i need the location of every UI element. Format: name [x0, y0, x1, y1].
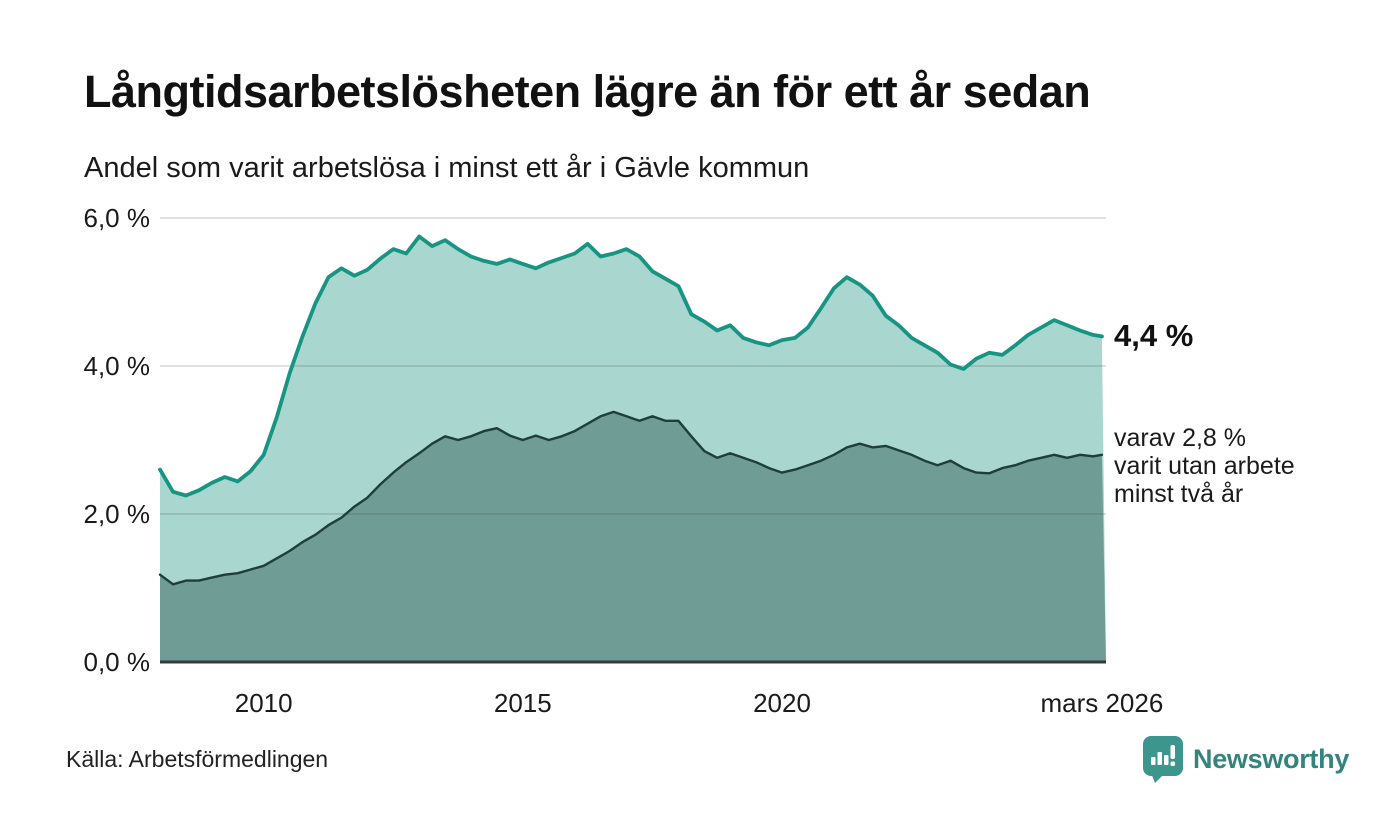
- source-attribution: Källa: Arbetsförmedlingen: [66, 746, 329, 772]
- chart-subtitle: Andel som varit arbetslösa i minst ett å…: [84, 152, 810, 184]
- line-series-1: [158, 410, 1104, 586]
- stacked-area-chart: 0,0 % 2,0 % 4,0 % 6,0 % 2010 2015 2020 mars 202…: [84, 203, 1164, 718]
- x-tick-label-2020: 2020: [753, 688, 811, 718]
- y-tick-label-0: 0,0 %: [84, 647, 151, 677]
- page-title: Långtidsarbetslösheten lägre än för ett …: [84, 66, 1091, 117]
- y-tick-label-4: 4,0 %: [84, 351, 151, 381]
- x-tick-label-2015: 2015: [494, 688, 552, 718]
- x-tick-label-2010: 2010: [235, 688, 293, 718]
- y-tick-label-6: 6,0 %: [84, 203, 151, 233]
- newsworthy-wordmark: Newsworthy: [1193, 744, 1350, 774]
- latest-value-label: 4,4 %: [1114, 318, 1194, 353]
- x-tick-label-mars-2026: mars 2026: [1040, 688, 1163, 718]
- line-series-0: [158, 234, 1104, 498]
- area-series-1: [160, 411, 1106, 662]
- newsworthy-logo: Newsworthy: [1143, 736, 1349, 783]
- newsworthy-bubble-barchart-icon: [1143, 736, 1183, 783]
- secondary-series-note: varav 2,8 % varit utan arbete minst två …: [1114, 424, 1295, 508]
- y-tick-label-2: 2,0 %: [84, 499, 151, 529]
